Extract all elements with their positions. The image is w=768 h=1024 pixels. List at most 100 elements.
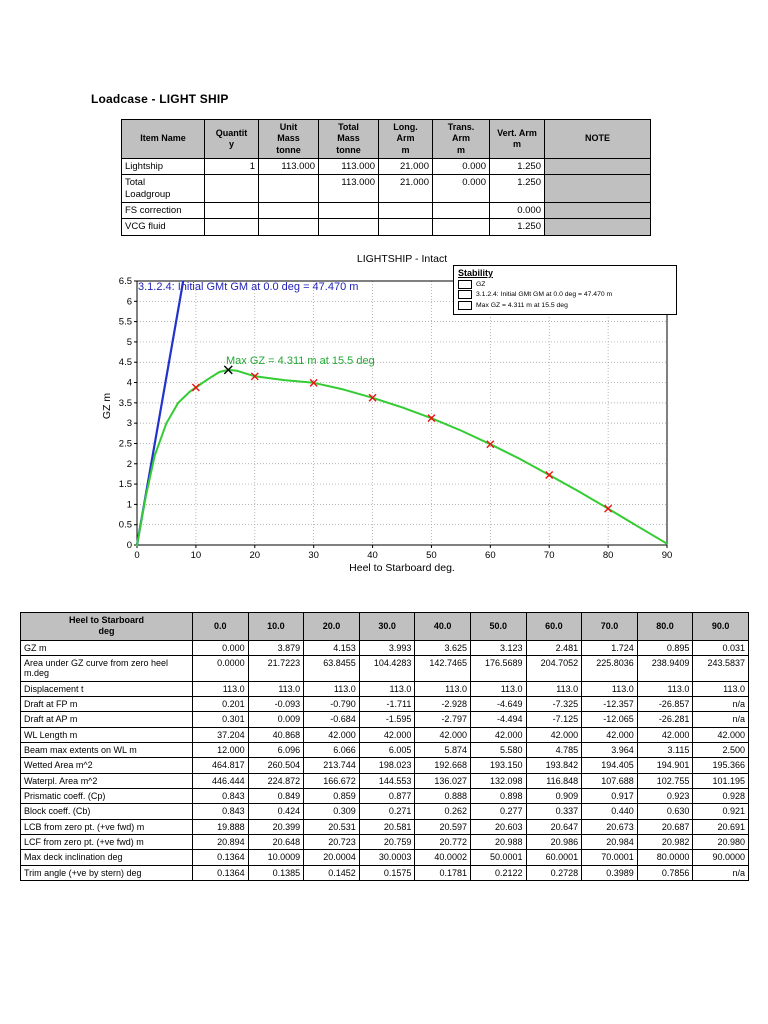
value-cell: 20.531 <box>303 818 360 835</box>
table-row: WL Length m 37.204 40.868 42.000 42.000 42.00… <box>20 726 749 743</box>
value-cell: 0.898 <box>469 787 527 805</box>
value-cell: -0.790 <box>303 695 360 713</box>
value-cell: 63.8455 <box>303 654 360 682</box>
value-cell: 238.9409 <box>636 654 694 682</box>
value-cell: 3.993 <box>358 639 416 656</box>
value-cell: 0.917 <box>581 787 638 805</box>
value-cell: 60.0001 <box>525 849 583 866</box>
value-cell: 6.066 <box>303 741 360 759</box>
y-tick-label: 3.5 <box>119 398 132 409</box>
value-cell: 20.691 <box>692 818 749 835</box>
stability-header-cell: 50.0 <box>469 612 527 641</box>
legend-swatch-icon <box>458 279 472 289</box>
value-cell: 3.123 <box>469 639 527 656</box>
row-label-cell: VCG fluid <box>121 218 205 236</box>
value-cell: 0.888 <box>414 787 471 805</box>
value-cell: 113.0 <box>414 680 471 697</box>
value-cell: 20.399 <box>247 818 305 835</box>
value-cell: -7.125 <box>525 711 583 728</box>
value-cell: -26.857 <box>636 695 694 713</box>
value-cell: 5.874 <box>414 741 471 759</box>
y-tick-label: 4.5 <box>119 357 132 368</box>
stability-header-corner-cell: Heel to Starboard deg <box>20 612 193 641</box>
stability-header-cell: 30.0 <box>358 612 416 641</box>
value-cell: 107.688 <box>581 772 638 789</box>
table-row: LCB from zero pt. (+ve fwd) m 19.888 20.39… <box>20 818 749 835</box>
value-cell: 0.1452 <box>303 864 360 882</box>
stability-header-cell: 40.0 <box>414 612 471 641</box>
value-cell <box>544 201 651 220</box>
stability-header-cell: 80.0 <box>636 612 694 641</box>
value-cell: 42.000 <box>525 726 583 743</box>
chart-title: LIGHTSHIP - Intact <box>356 253 448 265</box>
x-axis-label: Heel to Starboard deg. <box>349 562 455 574</box>
value-cell: n/a <box>692 864 749 882</box>
gz-marker-x <box>368 393 377 402</box>
value-cell <box>378 201 433 220</box>
value-cell: 50.0001 <box>469 849 527 866</box>
stability-header-cell: 10.0 <box>247 612 305 641</box>
value-cell: 90.0000 <box>692 849 749 866</box>
row-label-cell: Trim angle (+ve by stern) deg <box>20 864 193 882</box>
load-table-header-cell: Long. Arm m <box>378 119 433 159</box>
load-table-header-cell: NOTE <box>544 119 651 159</box>
value-cell: 42.000 <box>692 726 749 743</box>
gz-marker-x <box>309 378 318 387</box>
value-cell: 0.2728 <box>525 864 583 882</box>
value-cell: -2.928 <box>414 695 471 713</box>
value-cell: 192.668 <box>414 757 471 774</box>
row-label-cell: Draft at AP m <box>20 711 193 728</box>
value-cell: 0.843 <box>192 787 249 805</box>
x-tick-label: 10 <box>191 550 202 561</box>
legend-title: Stability <box>458 268 494 278</box>
value-cell: 113.0 <box>358 680 416 697</box>
y-tick-label: 2 <box>127 459 132 470</box>
stability-header-cell: 90.0 <box>692 612 749 641</box>
value-cell: 0.877 <box>358 787 416 805</box>
value-cell: -1.595 <box>358 711 416 728</box>
row-label-cell: Beam max extents on WL m <box>20 741 193 759</box>
stability-header-cell: 20.0 <box>303 612 360 641</box>
y-tick-label: 6.5 <box>119 276 132 287</box>
value-cell: 0.0000 <box>192 654 249 682</box>
legend-entry-label: Max GZ = 4.311 m at 15.5 deg <box>476 301 568 309</box>
annotation-max-gz: Max GZ = 4.311 m at 15.5 deg <box>226 355 375 367</box>
row-label-cell: LCB from zero pt. (+ve fwd) m <box>20 818 193 835</box>
load-table-body: Lightship 1 113.000 113.000 21.000 0.000 1.250… <box>121 157 651 236</box>
value-cell: 0.909 <box>525 787 583 805</box>
value-cell: 0.923 <box>636 787 694 805</box>
gz-marker-x <box>191 383 200 392</box>
value-cell: 30.0003 <box>358 849 416 866</box>
value-cell <box>544 218 651 236</box>
value-cell: 20.597 <box>414 818 471 835</box>
x-tick-label: 70 <box>544 550 555 561</box>
value-cell: 0.277 <box>469 803 527 820</box>
value-cell: 0.2122 <box>469 864 527 882</box>
row-label-cell: WL Length m <box>20 726 193 743</box>
y-tick-label: 1.5 <box>119 479 132 490</box>
value-cell: -7.325 <box>525 695 583 713</box>
value-cell: 3.879 <box>247 639 305 656</box>
value-cell: 136.027 <box>414 772 471 789</box>
value-cell: 20.581 <box>358 818 416 835</box>
legend-entry-label: GZ <box>476 280 486 288</box>
value-cell: 142.7465 <box>414 654 471 682</box>
x-tick-label: 60 <box>485 550 496 561</box>
value-cell: 194.405 <box>581 757 638 774</box>
value-cell: 0.1781 <box>414 864 471 882</box>
y-tick-label: 1 <box>127 499 132 510</box>
plot-border <box>136 280 668 546</box>
value-cell: 193.842 <box>525 757 583 774</box>
value-cell: 166.672 <box>303 772 360 789</box>
value-cell <box>432 218 490 236</box>
value-cell: 5.580 <box>469 741 527 759</box>
value-cell: 0.7856 <box>636 864 694 882</box>
value-cell: 20.687 <box>636 818 694 835</box>
gz-chart: 0 10 20 30 40 50 60 70 80 90 0 0.5 1 1.5 2 2.5 3 3.5 4 4.5 5… <box>95 250 685 592</box>
value-cell: 40.0002 <box>414 849 471 866</box>
value-cell: 20.647 <box>525 818 583 835</box>
value-cell: -1.711 <box>358 695 416 713</box>
load-table-header-row: Item Name Quantit y Unit Mass tonne Total M… <box>121 119 651 159</box>
value-cell: 20.759 <box>358 833 416 851</box>
